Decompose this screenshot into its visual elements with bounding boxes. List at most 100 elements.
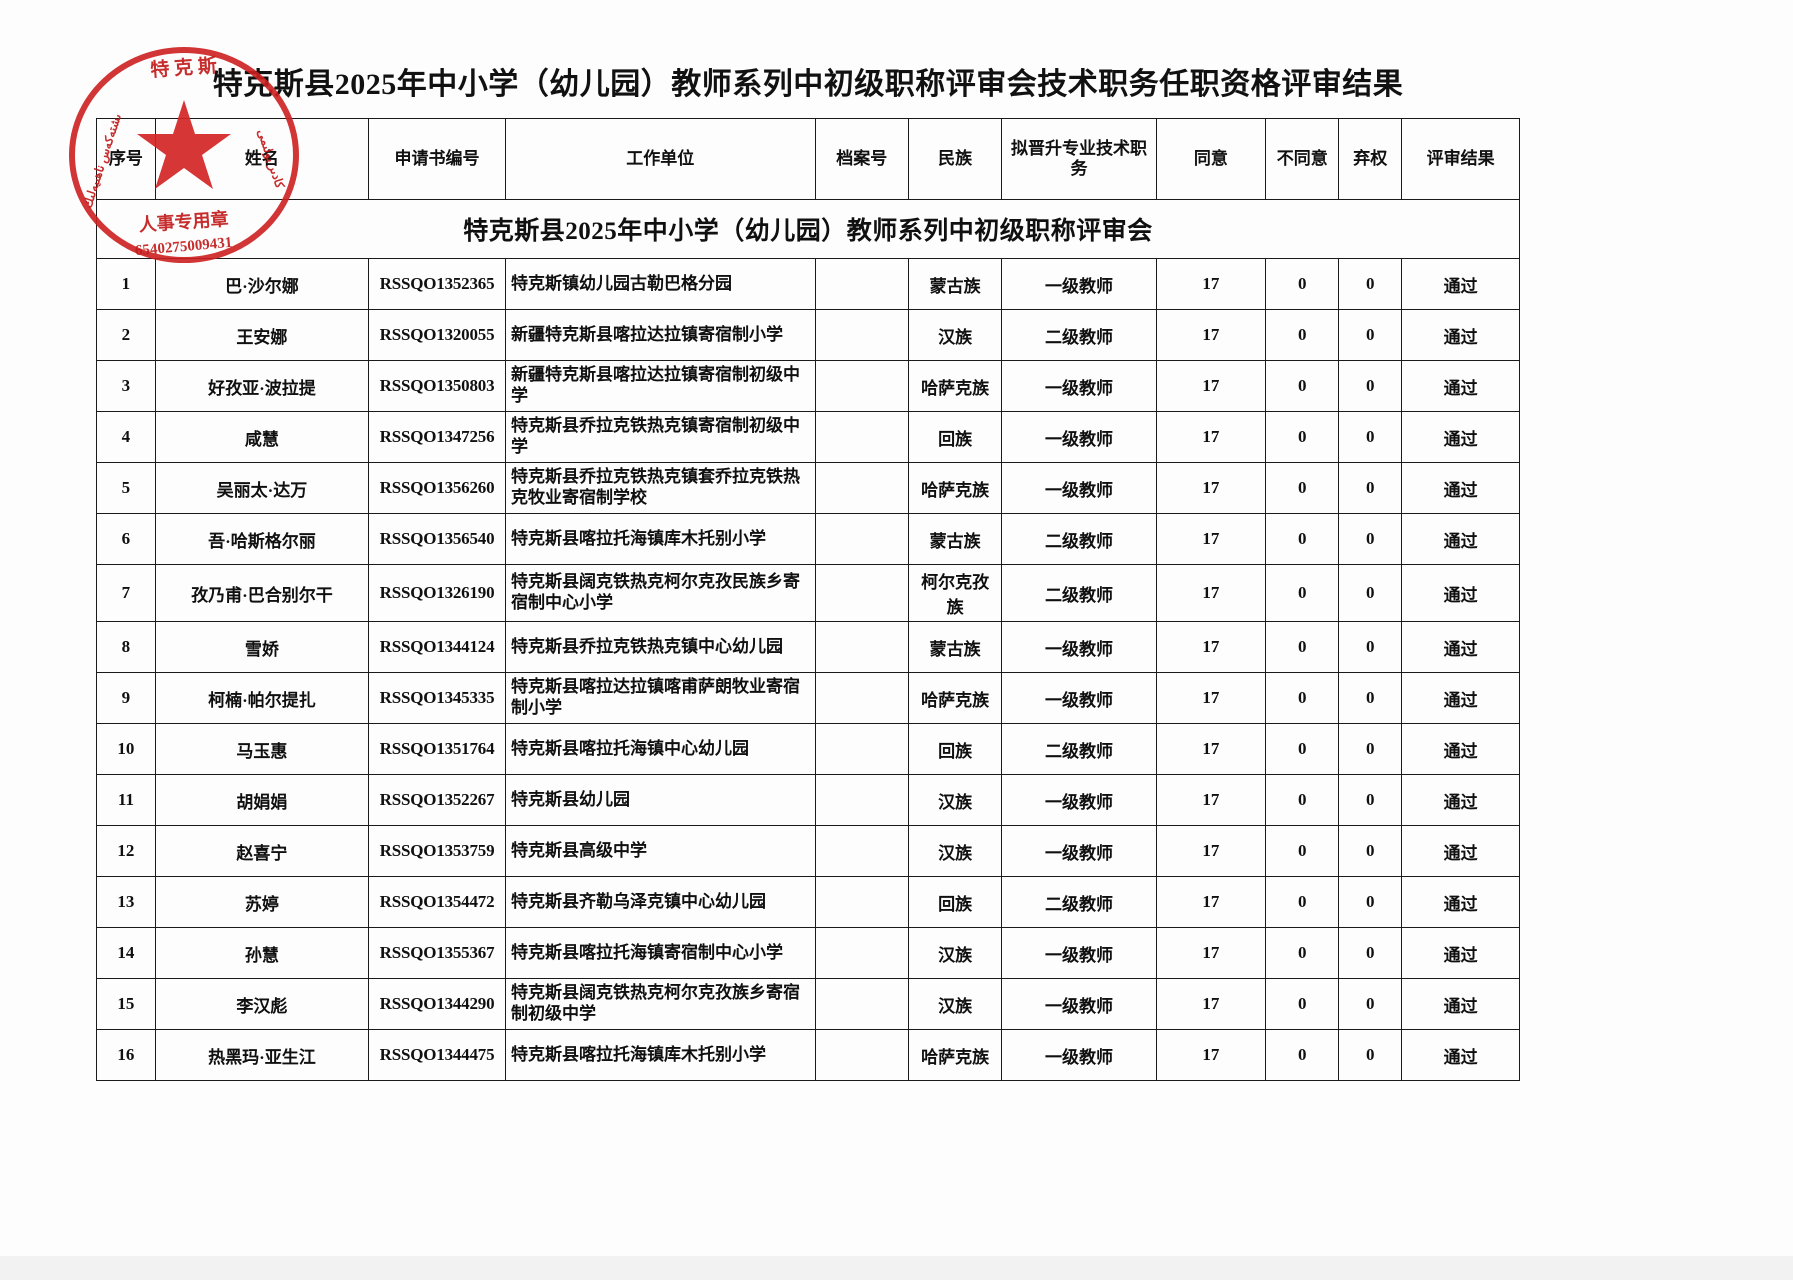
row-file-no — [814, 723, 909, 775]
row-index: 9 — [96, 672, 156, 724]
row-disagree: 0 — [1265, 309, 1340, 361]
row-position: 一级教师 — [1001, 621, 1157, 673]
row-abstain: 0 — [1338, 825, 1403, 877]
row-disagree: 0 — [1265, 1029, 1340, 1081]
row-work-unit: 特克斯县幼儿园 — [505, 774, 816, 826]
table-row: 11 胡娟娟 RSSQO1352267 特克斯县幼儿园 汉族 一级教师 17 0 0 通过 — [96, 774, 1520, 826]
row-work-unit: 特克斯县齐勒乌泽克镇中心幼儿园 — [505, 876, 816, 928]
table-row: 3 好孜亚·波拉提 RSSQO1350803 新疆特克斯县喀拉达拉镇寄宿制初级中学 哈萨… — [96, 360, 1520, 412]
row-index: 2 — [96, 309, 156, 361]
row-position: 一级教师 — [1001, 672, 1157, 724]
row-application-no: RSSQO1326190 — [367, 564, 507, 622]
row-disagree: 0 — [1265, 411, 1340, 463]
row-disagree: 0 — [1265, 564, 1340, 622]
row-agree: 17 — [1155, 309, 1267, 361]
page-title: 特克斯县2025年中小学（幼儿园）教师系列中初级职称评审会技术职务任职资格评审结… — [212, 68, 1404, 101]
row-result: 通过 — [1401, 774, 1520, 826]
row-position: 一级教师 — [1001, 825, 1157, 877]
row-ethnicity: 哈萨克族 — [907, 1029, 1003, 1081]
row-position: 一级教师 — [1001, 258, 1157, 310]
row-abstain: 0 — [1338, 876, 1403, 928]
row-name: 好孜亚·波拉提 — [154, 360, 370, 412]
row-result: 通过 — [1401, 411, 1520, 463]
row-name: 热黑玛·亚生江 — [154, 1029, 370, 1081]
row-file-no — [814, 876, 909, 928]
row-position: 一级教师 — [1001, 360, 1157, 412]
results-table: 序号 姓名 申请书编号 工作单位 档案号 民族 拟晋升专业技术职务 同意 不同意… — [96, 118, 1520, 1081]
row-application-no: RSSQO1344475 — [367, 1029, 507, 1081]
row-file-no — [814, 927, 909, 979]
table-row: 15 李汉彪 RSSQO1344290 特克斯县阔克铁热克柯尔克孜族乡寄宿制初级中学 汉… — [96, 978, 1520, 1030]
row-agree: 17 — [1155, 876, 1267, 928]
table-row: 10 马玉惠 RSSQO1351764 特克斯县喀拉托海镇中心幼儿园 回族 二级教师 17 0… — [96, 723, 1520, 775]
row-result: 通过 — [1401, 978, 1520, 1030]
row-file-no — [814, 774, 909, 826]
row-name: 巴·沙尔娜 — [154, 258, 370, 310]
row-position: 一级教师 — [1001, 1029, 1157, 1081]
row-application-no: RSSQO1353759 — [367, 825, 507, 877]
header-name: 姓名 — [154, 118, 370, 200]
row-disagree: 0 — [1265, 978, 1340, 1030]
row-work-unit: 特克斯县高级中学 — [505, 825, 816, 877]
table-row: 7 孜乃甫·巴合别尔干 RSSQO1326190 特克斯县阔克铁热克柯尔克孜民族乡寄宿… — [96, 564, 1520, 622]
row-position: 二级教师 — [1001, 513, 1157, 565]
row-position: 一级教师 — [1001, 462, 1157, 514]
row-work-unit: 新疆特克斯县喀拉达拉镇寄宿制小学 — [505, 309, 816, 361]
row-agree: 17 — [1155, 360, 1267, 412]
row-name: 王安娜 — [154, 309, 370, 361]
row-name: 咸慧 — [154, 411, 370, 463]
row-position: 二级教师 — [1001, 564, 1157, 622]
row-agree: 17 — [1155, 411, 1267, 463]
row-name: 赵喜宁 — [154, 825, 370, 877]
row-ethnicity: 蒙古族 — [907, 258, 1003, 310]
row-abstain: 0 — [1338, 564, 1403, 622]
table-row: 8 雪娇 RSSQO1344124 特克斯县乔拉克铁热克镇中心幼儿园 蒙古族 一级教师 17… — [96, 621, 1520, 673]
row-work-unit: 特克斯镇幼儿园古勒巴格分园 — [505, 258, 816, 310]
header-agree: 同意 — [1155, 118, 1267, 200]
table-row: 4 咸慧 RSSQO1347256 特克斯县乔拉克铁热克镇寄宿制初级中学 回族 一级教师 1… — [96, 411, 1520, 463]
row-work-unit: 特克斯县乔拉克铁热克镇套乔拉克铁热克牧业寄宿制学校 — [505, 462, 816, 514]
row-abstain: 0 — [1338, 258, 1403, 310]
row-work-unit: 特克斯县喀拉托海镇库木托别小学 — [505, 1029, 816, 1081]
row-index: 1 — [96, 258, 156, 310]
row-disagree: 0 — [1265, 876, 1340, 928]
row-index: 7 — [96, 564, 156, 622]
row-name: 苏婷 — [154, 876, 370, 928]
row-file-no — [814, 978, 909, 1030]
row-disagree: 0 — [1265, 672, 1340, 724]
row-position: 二级教师 — [1001, 876, 1157, 928]
row-index: 5 — [96, 462, 156, 514]
row-abstain: 0 — [1338, 672, 1403, 724]
row-disagree: 0 — [1265, 258, 1340, 310]
row-application-no: RSSQO1344290 — [367, 978, 507, 1030]
row-file-no — [814, 1029, 909, 1081]
row-ethnicity: 汉族 — [907, 774, 1003, 826]
row-name: 柯楠·帕尔提扎 — [154, 672, 370, 724]
row-name: 孙慧 — [154, 927, 370, 979]
row-index: 4 — [96, 411, 156, 463]
row-agree: 17 — [1155, 978, 1267, 1030]
row-abstain: 0 — [1338, 1029, 1403, 1081]
row-application-no: RSSQO1355367 — [367, 927, 507, 979]
row-abstain: 0 — [1338, 309, 1403, 361]
row-ethnicity: 哈萨克族 — [907, 360, 1003, 412]
row-agree: 17 — [1155, 672, 1267, 724]
committee-banner-row: 特克斯县2025年中小学（幼儿园）教师系列中初级职称评审会 — [96, 199, 1520, 259]
row-application-no: RSSQO1345335 — [367, 672, 507, 724]
row-ethnicity: 汉族 — [907, 927, 1003, 979]
row-disagree: 0 — [1265, 723, 1340, 775]
row-work-unit: 特克斯县乔拉克铁热克镇寄宿制初级中学 — [505, 411, 816, 463]
row-result: 通过 — [1401, 309, 1520, 361]
table-row: 1 巴·沙尔娜 RSSQO1352365 特克斯镇幼儿园古勒巴格分园 蒙古族 一级教师 17… — [96, 258, 1520, 310]
row-work-unit: 特克斯县阔克铁热克柯尔克孜族乡寄宿制初级中学 — [505, 978, 816, 1030]
row-disagree: 0 — [1265, 621, 1340, 673]
row-work-unit: 特克斯县喀拉托海镇寄宿制中心小学 — [505, 927, 816, 979]
row-work-unit: 新疆特克斯县喀拉达拉镇寄宿制初级中学 — [505, 360, 816, 412]
row-abstain: 0 — [1338, 513, 1403, 565]
page-bottom-edge — [0, 1256, 1793, 1280]
table-row: 16 热黑玛·亚生江 RSSQO1344475 特克斯县喀拉托海镇库木托别小学 哈萨克族… — [96, 1029, 1520, 1081]
row-position: 一级教师 — [1001, 411, 1157, 463]
table-row: 14 孙慧 RSSQO1355367 特克斯县喀拉托海镇寄宿制中心小学 汉族 一级教师 17… — [96, 927, 1520, 979]
row-agree: 17 — [1155, 258, 1267, 310]
